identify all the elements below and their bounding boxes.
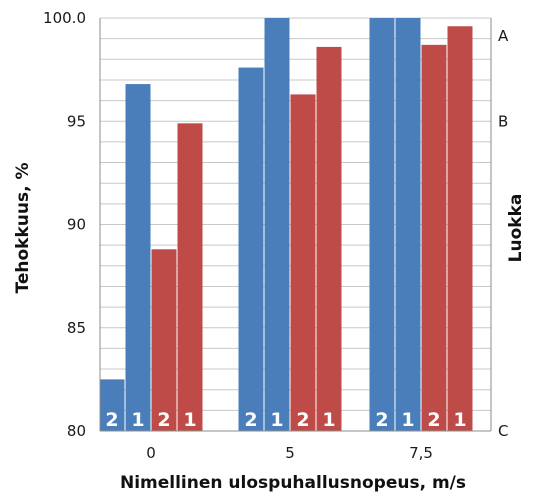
bar — [447, 26, 473, 431]
bar — [316, 46, 342, 431]
bar — [264, 18, 290, 431]
x-axis-title: Nimellinen ulospuhallusnopeus, m/s — [120, 473, 466, 493]
bar-label: 2 — [296, 409, 309, 431]
x-tick-label: 5 — [285, 444, 295, 462]
y2-tick-labels: A B C — [498, 27, 509, 440]
y-tick-label: 90 — [67, 216, 86, 234]
y2-tick-label: B — [498, 112, 508, 130]
y-tick-label: 100.0 — [43, 9, 86, 27]
bar — [238, 67, 264, 431]
bar-label: 2 — [427, 409, 440, 431]
bar-label: 1 — [270, 409, 283, 431]
bar-label: 2 — [244, 409, 257, 431]
bar-label: 2 — [157, 409, 170, 431]
bar-label: 1 — [131, 409, 144, 431]
bar — [151, 249, 177, 431]
bar-label: 1 — [453, 409, 466, 431]
y2-tick-label: C — [498, 422, 508, 440]
bar-label: 2 — [375, 409, 388, 431]
bar — [290, 94, 316, 431]
x-tick-label: 7,5 — [409, 444, 433, 462]
bar-label: 2 — [105, 409, 118, 431]
bar-label: 1 — [401, 409, 414, 431]
bar — [369, 18, 395, 431]
y-tick-label: 85 — [67, 319, 86, 337]
y-axis-title: Tehokkuus, % — [13, 163, 33, 294]
x-tick-labels: 0 5 7,5 — [146, 444, 433, 462]
y2-tick-label: A — [498, 27, 509, 45]
bar — [421, 44, 447, 431]
x-tick-label: 0 — [146, 444, 156, 462]
y2-axis-title: Luokka — [506, 194, 526, 263]
bar — [177, 123, 203, 431]
y-tick-label: 95 — [67, 112, 86, 130]
bar — [395, 18, 421, 431]
bar — [99, 379, 125, 431]
y-tick-labels: 80 85 90 95 100.0 — [43, 9, 86, 440]
axes — [99, 18, 492, 432]
bar-label: 1 — [322, 409, 335, 431]
y-tick-label: 80 — [67, 422, 86, 440]
bar-label: 1 — [183, 409, 196, 431]
bar — [125, 84, 151, 431]
